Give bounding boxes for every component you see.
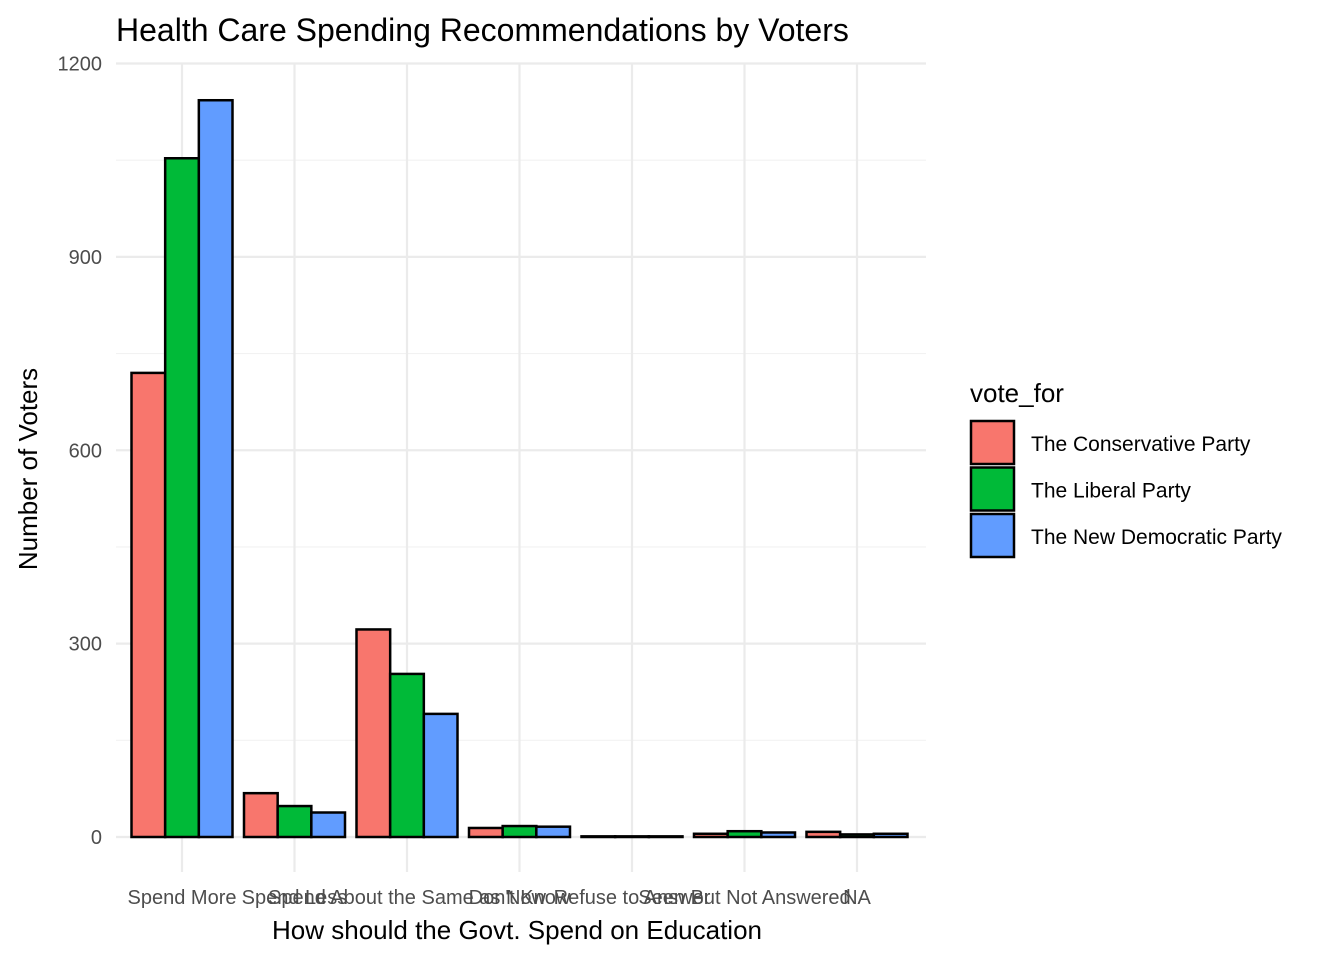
bar — [805, 830, 842, 839]
bar — [613, 835, 651, 839]
bar — [872, 832, 909, 839]
bar — [580, 835, 617, 839]
y-tick-label: 600 — [69, 440, 102, 462]
x-tick-label: Don't Know — [469, 887, 571, 909]
bar — [310, 811, 347, 839]
bar — [760, 831, 797, 839]
x-tick-label: NA — [843, 887, 871, 909]
x-tick-label: Seen But Not Answered — [638, 887, 850, 909]
legend-label: The Conservative Party — [1031, 433, 1251, 456]
legend-swatch — [969, 419, 1016, 466]
bar — [388, 672, 426, 839]
legend-swatch — [969, 466, 1016, 512]
legend-label: The New Democratic Party — [1031, 526, 1282, 549]
bar — [130, 371, 167, 839]
y-tick-label: 0 — [91, 827, 102, 849]
bar — [197, 98, 234, 839]
bar — [501, 824, 538, 839]
legend-swatch — [969, 512, 1016, 559]
x-tick-label: Spend About the Same as Now — [268, 887, 547, 909]
bar — [163, 157, 201, 839]
legend-label: The Liberal Party — [1031, 480, 1191, 503]
y-tick-label: 300 — [69, 634, 102, 656]
chart-title: Health Care Spending Recommendations by … — [116, 12, 849, 48]
legend: vote_for The Conservative Party The Liber… — [969, 378, 1282, 559]
bar — [692, 832, 729, 839]
y-axis-title: Number of Voters — [13, 368, 43, 570]
y-tick-label: 900 — [69, 247, 102, 269]
x-tick-label: Spend Less — [242, 887, 348, 909]
bars — [130, 98, 909, 839]
grid-lines — [116, 62, 926, 872]
bar — [726, 829, 763, 839]
x-tick-label: Refuse to Answer — [554, 887, 711, 909]
bar — [838, 833, 876, 839]
bar — [467, 826, 504, 839]
bar — [647, 835, 684, 839]
y-tick-label: 1200 — [58, 54, 103, 76]
x-tick-label: Spend More — [128, 887, 237, 909]
bar — [242, 791, 279, 839]
bar — [355, 628, 392, 839]
bar — [422, 712, 459, 839]
bar — [535, 825, 572, 839]
legend-title: vote_for — [970, 378, 1064, 408]
x-axis-title: How should the Govt. Spend on Education — [272, 915, 762, 945]
bar — [276, 804, 313, 839]
y-axis-ticks: 0 300 600 900 1200 — [58, 54, 103, 850]
